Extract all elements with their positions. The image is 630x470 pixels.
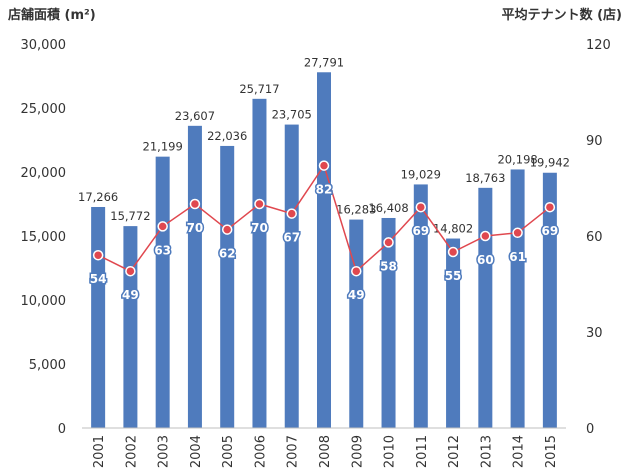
line-value-label: 49 <box>122 288 139 302</box>
x-tick-label: 2008 <box>318 435 333 468</box>
line-value-label: 61 <box>509 250 526 264</box>
bar-value-label: 27,791 <box>304 55 344 69</box>
line-value-label: 70 <box>187 221 204 235</box>
line-value-label: 55 <box>445 269 462 283</box>
right-tick-label: 0 <box>586 422 594 437</box>
line-point <box>318 160 330 171</box>
line-value-label: 69 <box>542 224 559 238</box>
bar <box>284 124 299 429</box>
line-value-label: 67 <box>283 231 300 245</box>
line-value-label: 70 <box>251 221 268 235</box>
bar-value-label: 19,029 <box>401 167 441 181</box>
bar-value-label: 16,408 <box>368 201 408 215</box>
left-tick-label: 0 <box>58 422 66 437</box>
line-point <box>383 237 394 248</box>
x-tick-label: 2009 <box>350 435 365 468</box>
bar-value-label: 20,198 <box>497 152 537 166</box>
line-point <box>125 265 136 277</box>
x-tick-label: 2005 <box>221 435 236 468</box>
bar <box>252 98 267 429</box>
line-point <box>254 198 265 210</box>
x-tick-label: 2006 <box>253 435 268 468</box>
bar <box>123 226 138 428</box>
line-point <box>221 224 233 235</box>
x-tick-label: 2007 <box>286 435 301 468</box>
bar-value-label: 22,036 <box>207 129 247 143</box>
line-point <box>157 221 168 232</box>
bar-value-label: 23,607 <box>175 109 215 123</box>
bar <box>542 172 557 428</box>
line-point <box>544 201 556 213</box>
left-axis-title: 店舗面積 (m²) <box>8 8 96 23</box>
line-point <box>286 208 297 219</box>
line-point <box>351 265 362 277</box>
bar <box>91 206 106 428</box>
right-axis-title: 平均テナント数 (店) <box>501 8 622 23</box>
x-tick-label: 2015 <box>544 435 559 468</box>
x-tick-label: 2002 <box>124 435 139 468</box>
bar <box>510 169 525 428</box>
line-value-label: 58 <box>380 259 397 273</box>
x-tick-label: 2003 <box>157 435 172 468</box>
bar <box>478 187 493 428</box>
right-tick-label: 60 <box>586 230 603 245</box>
line-value-label: 63 <box>154 243 171 257</box>
line-value-label: 60 <box>477 253 494 267</box>
bar <box>349 219 364 428</box>
x-tick-label: 2004 <box>189 435 204 468</box>
bar-value-label: 19,942 <box>530 156 570 170</box>
bar-value-label: 18,763 <box>465 171 505 185</box>
bar-value-label: 25,717 <box>239 82 279 96</box>
line-point <box>415 201 427 213</box>
line-point <box>92 249 104 261</box>
x-tick-label: 2001 <box>92 435 107 468</box>
bar <box>317 72 331 428</box>
line-value-label: 49 <box>348 288 365 302</box>
line-value-label: 82 <box>316 183 333 197</box>
x-tick-label: 2014 <box>512 435 527 468</box>
left-tick-label: 15,000 <box>21 230 67 245</box>
line-value-label: 69 <box>412 224 429 238</box>
line-value-label: 62 <box>219 247 236 261</box>
right-tick-label: 120 <box>586 38 611 53</box>
bar-value-label: 17,266 <box>78 190 118 204</box>
left-tick-label: 10,000 <box>21 294 67 309</box>
bar <box>413 184 428 428</box>
bar <box>381 217 396 428</box>
bar-value-label: 14,802 <box>433 222 473 236</box>
x-tick-label: 2013 <box>479 435 494 468</box>
line-point <box>189 198 201 210</box>
x-tick-label: 2012 <box>447 435 462 468</box>
bar <box>220 145 235 428</box>
bar-value-label: 16,283 <box>336 203 376 217</box>
bar-value-label: 21,199 <box>143 140 183 154</box>
right-tick-label: 90 <box>586 134 603 149</box>
bar-value-label: 15,772 <box>110 209 150 223</box>
bar <box>446 238 461 428</box>
line-point <box>480 230 491 242</box>
x-tick-label: 2011 <box>415 435 430 468</box>
left-tick-label: 30,000 <box>21 38 67 53</box>
left-tick-label: 20,000 <box>21 166 67 181</box>
bar-value-label: 23,705 <box>272 108 312 122</box>
line-point <box>447 246 459 258</box>
bar <box>155 156 170 428</box>
left-tick-label: 5,000 <box>29 358 66 373</box>
line-point <box>512 227 523 239</box>
bar <box>187 125 202 429</box>
right-tick-label: 30 <box>586 326 603 341</box>
x-tick-label: 2010 <box>383 435 398 468</box>
line-value-label: 54 <box>90 272 107 286</box>
left-tick-label: 25,000 <box>21 102 67 117</box>
